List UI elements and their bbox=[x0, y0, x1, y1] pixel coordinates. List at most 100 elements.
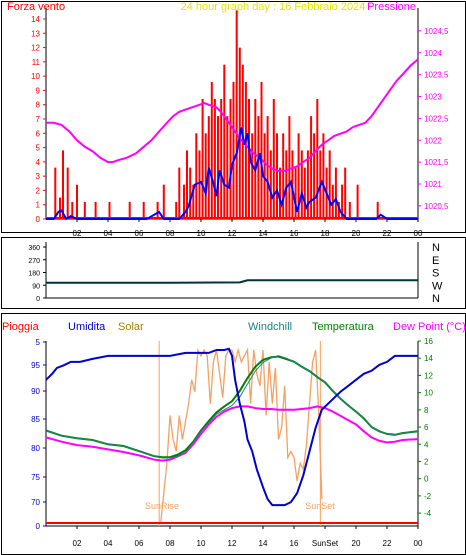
bottom-x-tick-label: 20 bbox=[352, 539, 361, 548]
wind-speed-bar bbox=[226, 116, 229, 219]
wind-speed-bar bbox=[276, 133, 278, 219]
wind-speed-bar bbox=[334, 167, 337, 219]
wind-speed-bar bbox=[376, 201, 379, 219]
legend-3: Windchill bbox=[248, 321, 292, 333]
wind-speed-bar bbox=[313, 133, 316, 219]
wind-speed-bar bbox=[344, 167, 347, 219]
dewpoint-line bbox=[45, 405, 419, 462]
top-x-tick-label: 16 bbox=[290, 229, 299, 238]
wind-speed-bar bbox=[279, 167, 281, 219]
top-x-tick-label: 10 bbox=[197, 229, 206, 238]
wind-speed-bar bbox=[210, 81, 213, 220]
direction-compass-label: N bbox=[432, 293, 440, 305]
top-left-tick-label: 0 bbox=[36, 215, 41, 224]
bottom-left-tick-label: 90 bbox=[31, 387, 40, 396]
wind-speed-bar bbox=[220, 99, 223, 219]
wind-speed-bar bbox=[189, 167, 192, 219]
bottom-left-tick-label: 75 bbox=[31, 473, 40, 482]
top-x-tick-label: 18 bbox=[321, 229, 330, 238]
wind-speed-bar bbox=[128, 201, 131, 219]
wind-speed-bar bbox=[303, 167, 306, 219]
wind-speed-bar bbox=[62, 150, 64, 219]
wind-speed-bar bbox=[288, 116, 291, 219]
wind-speed-bar bbox=[356, 184, 359, 219]
direction-compass-label: N bbox=[432, 242, 440, 254]
top-chart-title: 24 hour graph day : 16 Febbraio 2024 bbox=[181, 1, 366, 13]
wind-speed-bar bbox=[66, 167, 69, 219]
wind-speed-bar bbox=[272, 99, 275, 219]
direction-compass-label: E bbox=[432, 255, 439, 267]
wind-speed-bar bbox=[285, 150, 288, 219]
bottom-x-tick-label: 02 bbox=[73, 539, 82, 548]
top-left-tick-label: 1 bbox=[36, 201, 41, 210]
windchill-line bbox=[45, 355, 419, 459]
direction-compass-label: S bbox=[432, 268, 439, 280]
top-right-tick-label: 1022,5 bbox=[424, 114, 449, 123]
wind-speed-bar bbox=[322, 133, 325, 219]
top-left-tick-label: 11 bbox=[32, 58, 41, 67]
wind-speed-bar bbox=[213, 99, 216, 219]
wind-speed-bar bbox=[337, 201, 340, 219]
top-x-tick-label: 02 bbox=[73, 229, 82, 238]
wind-speed-bar bbox=[248, 99, 250, 219]
bottom-right-tick-label: -4 bbox=[424, 509, 432, 518]
bottom-right-tick-label: 2 bbox=[424, 457, 429, 466]
bottom-left-tick-label: 5 bbox=[36, 338, 41, 347]
solar-line bbox=[160, 347, 323, 524]
bottom-left-tick-label: 85 bbox=[31, 415, 40, 424]
top-right-tick-label: 1022 bbox=[424, 136, 442, 145]
bottom-right-tick-label: -2 bbox=[424, 492, 432, 501]
top-left-tick-label: 13 bbox=[31, 29, 40, 38]
legend-5: Dew Point (°C) bbox=[393, 321, 466, 333]
wind-speed-bar bbox=[108, 201, 111, 219]
top-right-tick-label: 1021 bbox=[424, 180, 442, 189]
wind-speed-bar bbox=[254, 99, 257, 219]
top-right-tick-label: 1021,5 bbox=[424, 158, 449, 167]
top-left-tick-label: 9 bbox=[36, 86, 41, 95]
wind-direction-line bbox=[46, 279, 418, 284]
top-left-axis-title: Forza vento bbox=[7, 1, 65, 13]
wind-speed-bar bbox=[260, 81, 263, 220]
top-x-tick-label: 00 bbox=[414, 229, 423, 238]
bottom-x-tick-label: 16 bbox=[290, 539, 299, 548]
wind-speed-bar bbox=[71, 201, 74, 219]
bottom-right-tick-label: 10 bbox=[424, 389, 433, 398]
bottom-right-tick-label: 4 bbox=[424, 440, 429, 449]
wind-speed-bar bbox=[266, 116, 269, 219]
wind-speed-bar bbox=[54, 167, 57, 219]
top-right-tick-label: 1020,5 bbox=[424, 202, 449, 211]
wind-speed-bar bbox=[142, 201, 145, 219]
bottom-right-tick-label: 14 bbox=[424, 354, 433, 363]
direction-left-tick-label: 90 bbox=[32, 283, 40, 290]
wind-speed-bar bbox=[300, 150, 303, 219]
top-right-tick-label: 1023,5 bbox=[424, 71, 449, 80]
top-x-tick-label: 22 bbox=[383, 229, 392, 238]
top-left-tick-label: 6 bbox=[36, 129, 41, 138]
wind-speed-bar bbox=[229, 99, 232, 219]
wind-speed-bar bbox=[294, 167, 297, 219]
legend-2: Solar bbox=[118, 321, 144, 333]
wind-speed-bar bbox=[328, 150, 331, 219]
top-x-tick-label: 14 bbox=[259, 229, 268, 238]
direction-left-tick-label: 180 bbox=[28, 271, 40, 278]
top-right-tick-label: 1024 bbox=[424, 49, 442, 58]
top-right-tick-label: 1023 bbox=[424, 93, 442, 102]
direction-compass-label: W bbox=[432, 280, 443, 292]
bottom-x-tick-label: 14 bbox=[259, 539, 268, 548]
wind-speed-bar bbox=[282, 133, 285, 219]
wind-speed-bar bbox=[175, 201, 178, 219]
wind-speed-bar bbox=[201, 99, 204, 219]
top-left-tick-label: 2 bbox=[36, 186, 41, 195]
humidity-line bbox=[45, 347, 418, 507]
top-x-tick-label: 12 bbox=[228, 229, 237, 238]
wind-speed-bar bbox=[59, 197, 61, 219]
bottom-x-tick-label: 06 bbox=[135, 539, 144, 548]
wind-speed-bar bbox=[306, 150, 309, 219]
wind-speed-bar bbox=[186, 150, 188, 219]
wind-speed-bar bbox=[341, 184, 344, 219]
bottom-right-tick-label: 12 bbox=[424, 371, 433, 380]
wind-speed-bar bbox=[192, 184, 195, 219]
wind-speed-bar bbox=[162, 184, 165, 219]
top-left-tick-label: 10 bbox=[31, 72, 40, 81]
